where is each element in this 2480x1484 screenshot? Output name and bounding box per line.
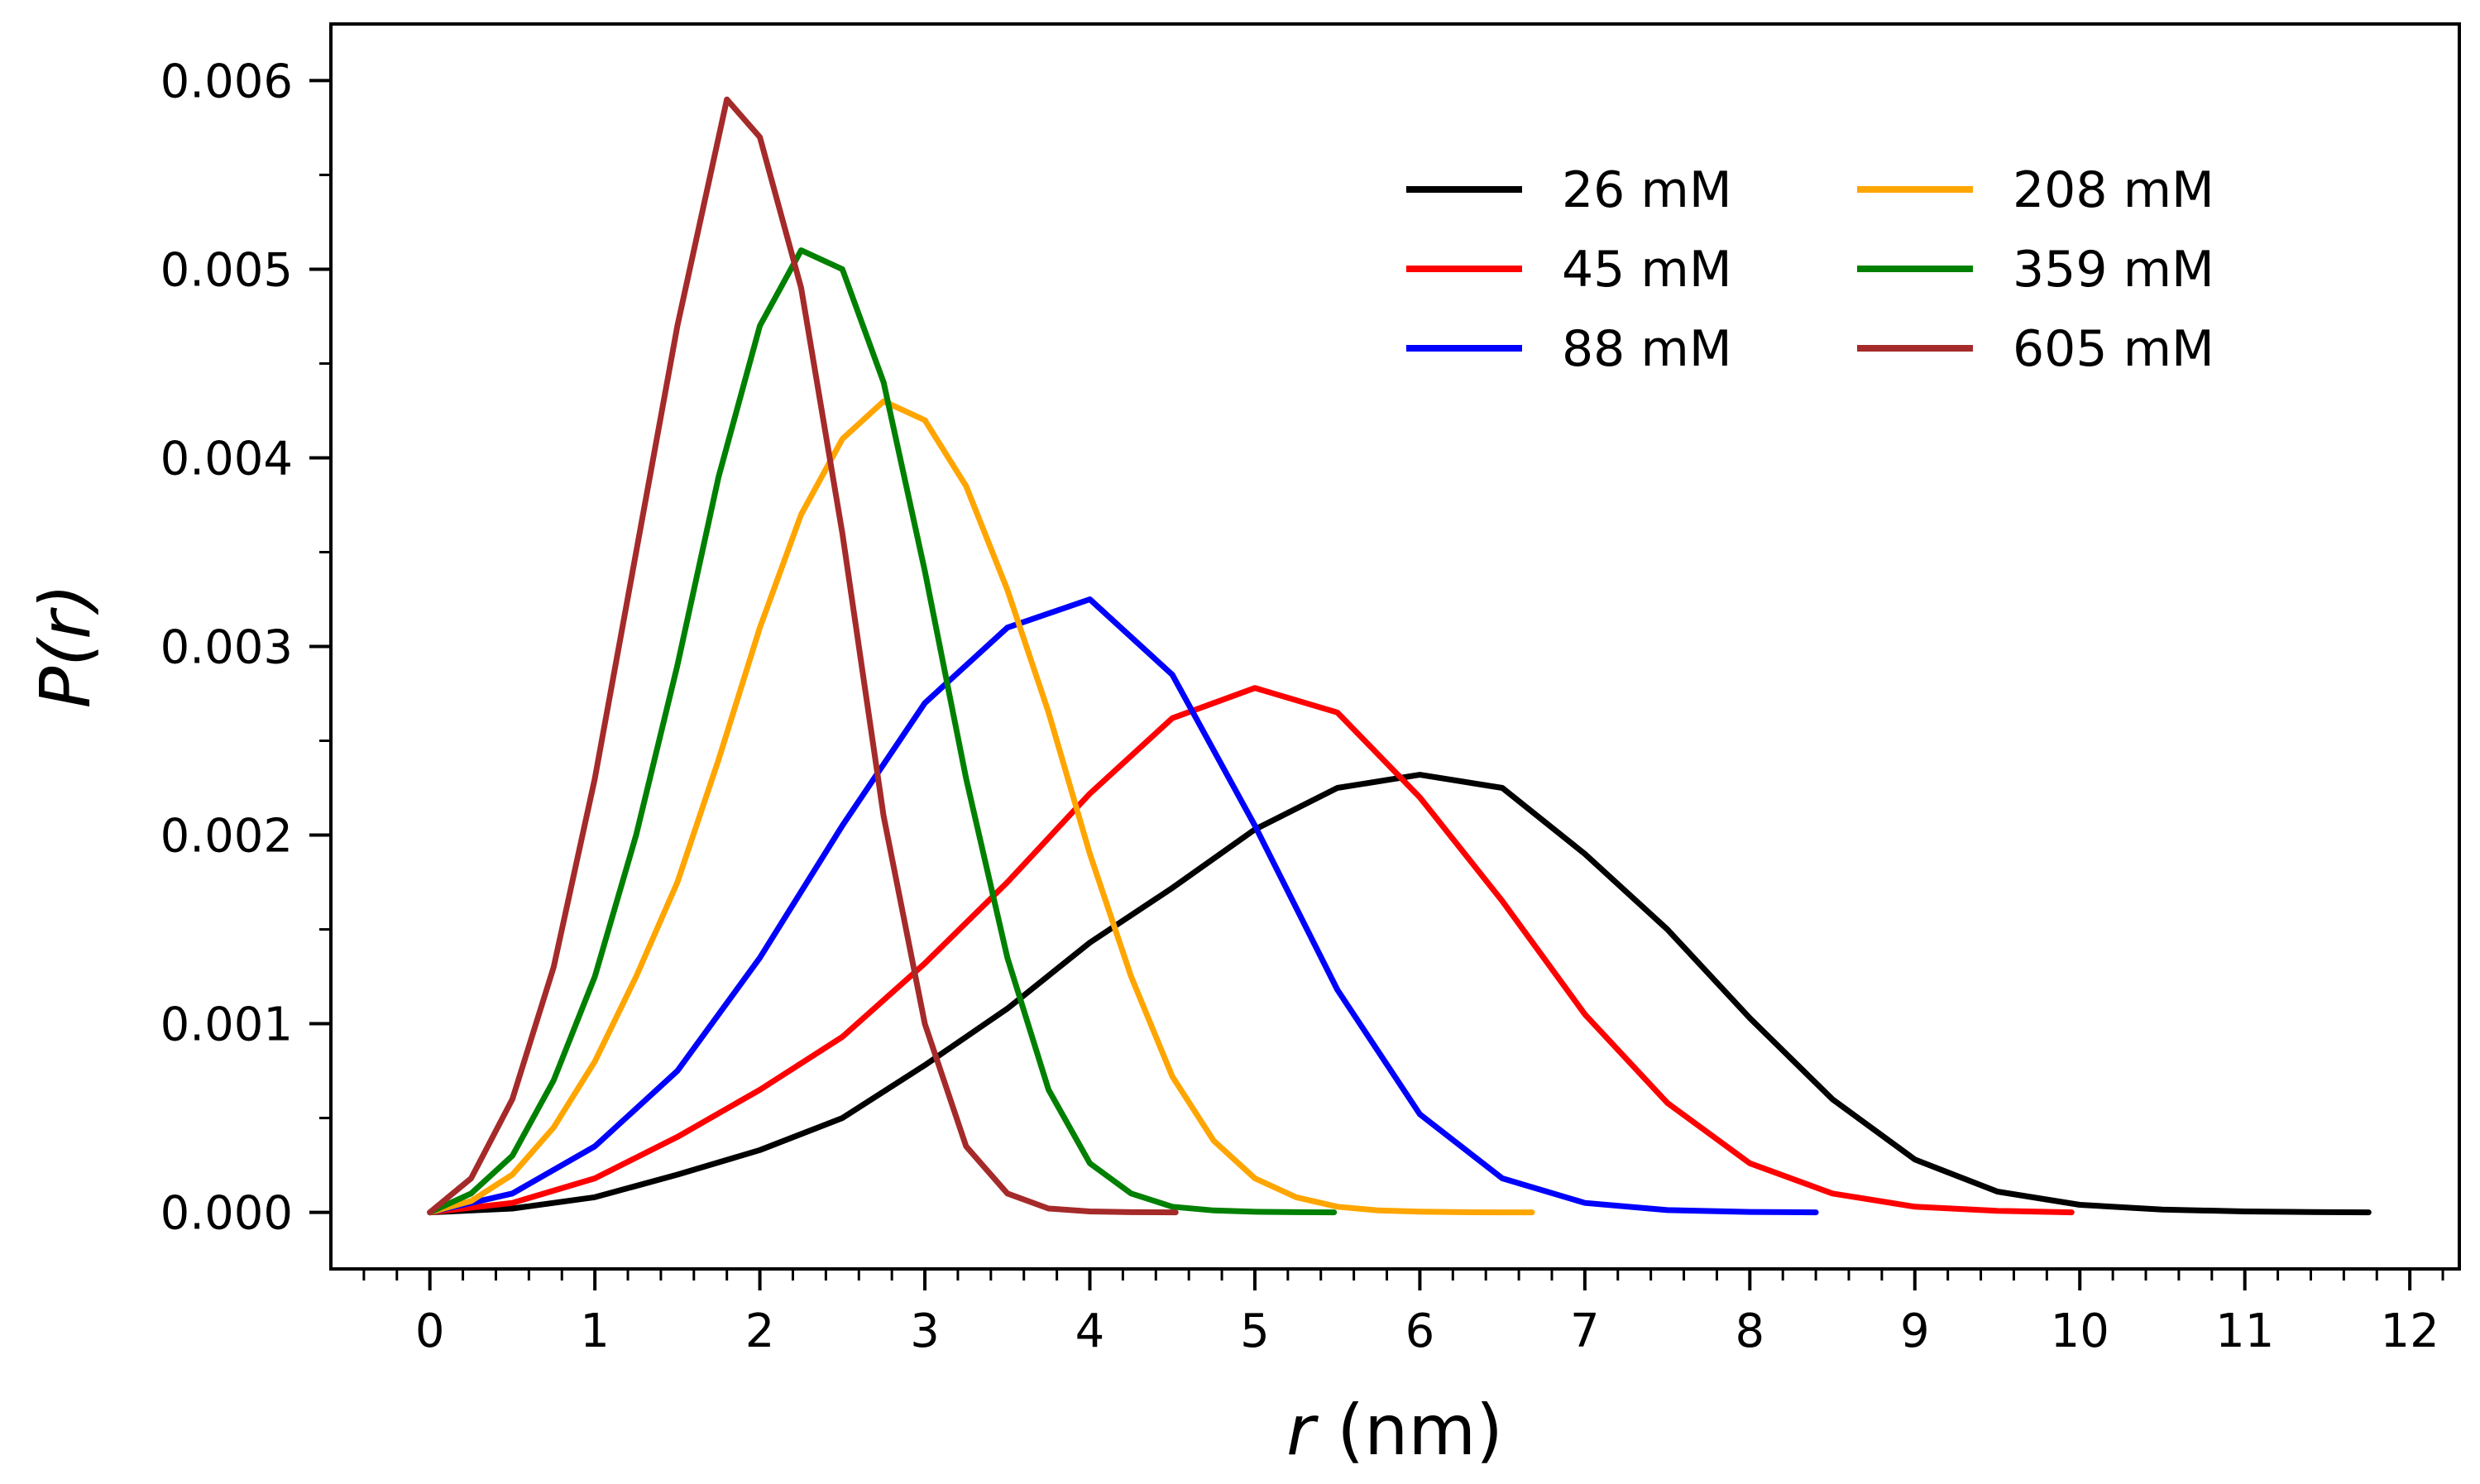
y-tick-label: 0.004 [160, 432, 293, 486]
y-tick-label: 0.005 [160, 243, 293, 297]
x-tick-label: 8 [1736, 1304, 1765, 1358]
series-line-88-mm [427, 596, 1819, 1216]
series-line-208-mm [427, 398, 1535, 1216]
legend-label-45-mm: 45 mM [1562, 241, 1732, 299]
legend-label-26-mm: 26 mM [1562, 161, 1732, 219]
y-axis-title-func: P( [25, 637, 106, 709]
x-axis-ticks: 0 1 2 3 4 5 6 7 8 9 10 11 12 [362, 1269, 2444, 1358]
x-tick-label: 6 [1405, 1304, 1435, 1358]
series-lines [427, 96, 2372, 1216]
x-tick-label: 2 [745, 1304, 775, 1358]
y-axis-title-var: r [25, 607, 106, 639]
legend-label-208-mm: 208 mM [2013, 161, 2214, 219]
series-line-45-mm [427, 685, 2075, 1216]
x-tick-label: 3 [910, 1304, 940, 1358]
x-axis-title: r (nm) [1286, 1390, 1503, 1471]
y-tick-label: 0.001 [160, 998, 293, 1052]
legend: 26 mM 45 mM 88 mM 208 mM 359 mM 605 mM [1406, 161, 2214, 378]
x-tick-label: 1 [580, 1304, 610, 1358]
y-axis-ticks: 0.000 0.001 0.002 0.003 0.004 0.005 0.006 [160, 55, 331, 1241]
y-axis-title: P(r) [25, 584, 106, 709]
series-line-26-mm [427, 772, 2372, 1216]
legend-label-359-mm: 359 mM [2013, 241, 2214, 299]
legend-label-605-mm: 605 mM [2013, 320, 2214, 378]
legend-label-88-mm: 88 mM [1562, 320, 1732, 378]
y-axis-title-close: ) [25, 584, 106, 616]
y-tick-label: 0.006 [160, 55, 293, 108]
x-tick-label: 4 [1075, 1304, 1105, 1358]
y-tick-label: 0.000 [160, 1187, 293, 1241]
x-tick-label: 9 [1900, 1304, 1930, 1358]
x-tick-label: 12 [2381, 1304, 2439, 1358]
plot-frame [329, 22, 2461, 1271]
y-tick-label: 0.003 [160, 621, 293, 675]
x-axis-title-var: r [1286, 1390, 1319, 1471]
x-tick-label: 7 [1570, 1304, 1600, 1358]
x-tick-label: 11 [2215, 1304, 2274, 1358]
y-tick-label: 0.002 [160, 810, 293, 864]
x-tick-label: 5 [1240, 1304, 1270, 1358]
x-tick-label: 0 [415, 1304, 445, 1358]
series-line-359-mm [427, 247, 1338, 1216]
x-axis-title-unit: (nm) [1315, 1390, 1503, 1471]
x-tick-label: 10 [2051, 1304, 2109, 1358]
series-line-605-mm [427, 96, 1179, 1216]
